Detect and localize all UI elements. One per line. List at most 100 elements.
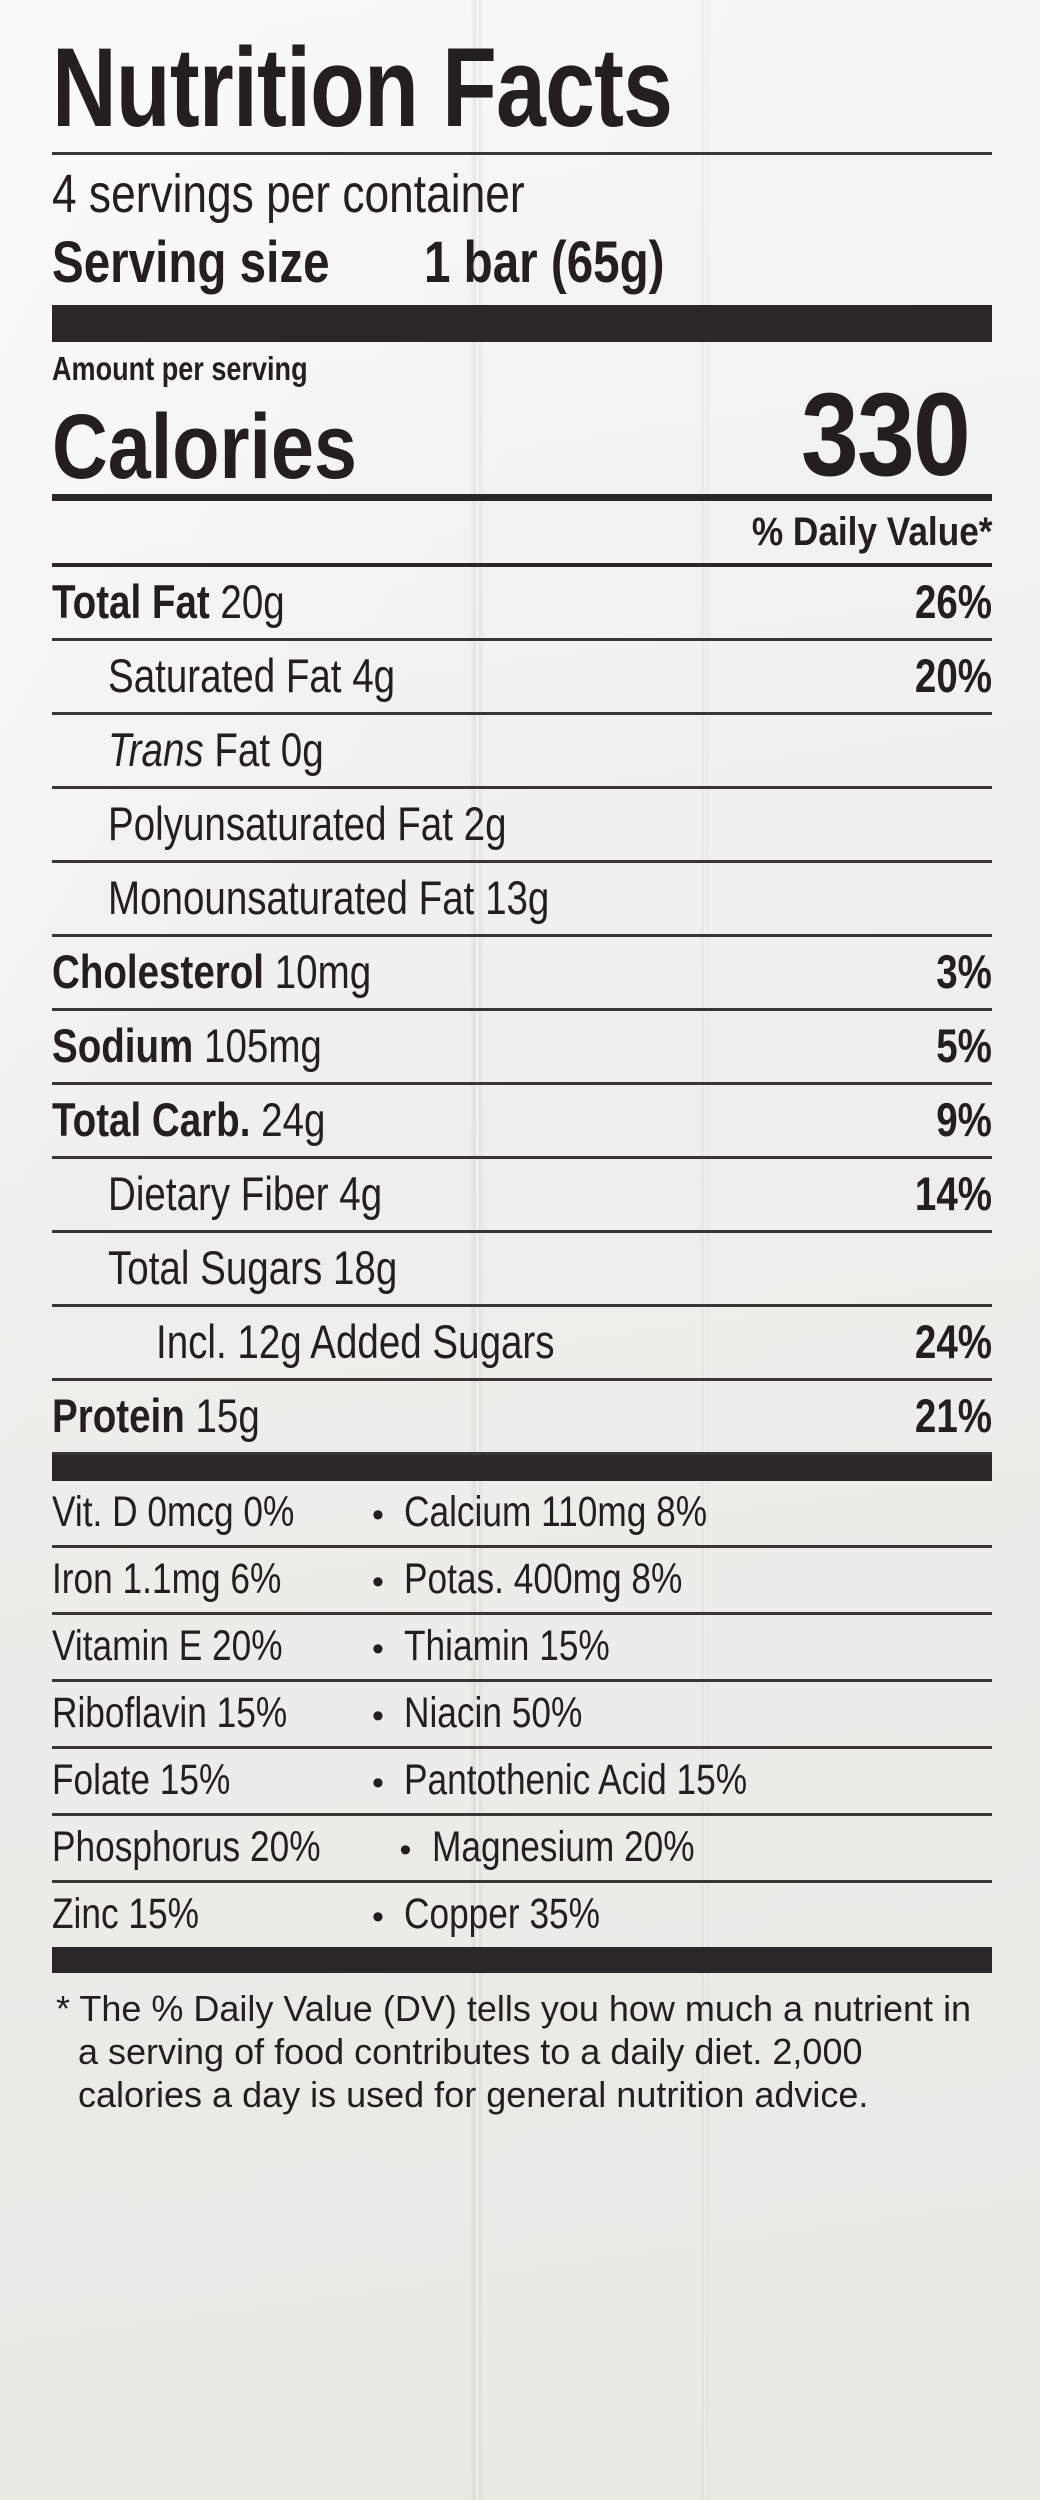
vitamin-row-rule — [52, 1746, 992, 1749]
nutrient-daily-value: 5% — [936, 1019, 992, 1072]
daily-value-header-text: % Daily Value* — [751, 510, 992, 554]
nutrient-row: Polyunsaturated Fat 2g — [52, 789, 992, 860]
nutrient-row-rule — [52, 1304, 992, 1307]
nutrient-label: Monounsaturated Fat — [108, 871, 475, 924]
nutrient-daily-value — [974, 874, 992, 921]
calories-label: Calories — [52, 396, 357, 499]
bullet-separator-icon: • — [372, 1898, 384, 1936]
vitamin-row: Zinc 15% • Copper 35% — [52, 1883, 992, 1947]
nutrient-amount: 2g — [452, 797, 507, 850]
nutrient-row: Saturated Fat 4g 20% — [52, 641, 992, 712]
nutrient-name-text: Total Fat 20g — [52, 578, 285, 625]
nutrient-row-rule — [52, 712, 992, 715]
vitamin-row: Phosphorus 20% • Magnesium 20% — [52, 1816, 992, 1880]
nutrient-name-text: Sodium 105mg — [52, 1022, 322, 1069]
vitamin-row: Vit. D 0mcg 0% • Calcium 110mg 8% — [52, 1481, 992, 1545]
nutrient-name-text: Monounsaturated Fat 13g — [108, 874, 549, 921]
rule-under-calories — [52, 494, 992, 501]
nutrient-amount: 10mg — [264, 945, 372, 998]
nutrient-amount: 13g — [474, 871, 550, 924]
nutrient-amount: Fat 0g — [203, 723, 324, 776]
nutrient-name: Protein 15g — [52, 1392, 880, 1439]
nutrient-daily-value: 20% — [914, 649, 992, 702]
nutrient-row-rule — [52, 934, 992, 937]
nutrient-label: Sodium — [52, 1019, 194, 1072]
nutrient-daily-value — [974, 726, 992, 773]
nutrient-name: Total Fat 20g — [52, 578, 880, 625]
nutrient-row-rule — [52, 786, 992, 789]
vitamin-row-rule — [52, 1679, 992, 1682]
nutrient-row: Incl. 12g Added Sugars 24% — [52, 1307, 992, 1378]
thick-rule-above-vitamins — [52, 1455, 992, 1481]
nutrient-label: Saturated Fat — [108, 649, 342, 702]
nutrient-name: Total Sugars 18g — [108, 1244, 974, 1291]
nutrient-daily-value: 21% — [914, 1389, 992, 1442]
vitamin-left-entry: Iron 1.1mg 6% — [52, 1555, 282, 1603]
bullet-separator-icon: • — [372, 1563, 384, 1601]
nutrient-name-text: Cholesterol 10mg — [52, 948, 371, 995]
nutrient-label: Protein — [52, 1389, 185, 1442]
nutrient-daily-value — [974, 800, 992, 847]
panel-title-text: Nutrition Facts — [52, 25, 673, 150]
nutrient-name: Total Carb. 24g — [52, 1096, 906, 1143]
nutrient-row: Total Carb. 24g 9% — [52, 1085, 992, 1156]
vitamin-left-entry: Folate 15% — [52, 1756, 231, 1804]
vitamin-right-entry: Pantothenic Acid 15% — [404, 1756, 748, 1804]
amount-per-serving-text: Amount per serving — [52, 350, 308, 387]
nutrient-name-text: Incl. 12g Added Sugars — [156, 1318, 555, 1365]
nutrient-row: Dietary Fiber 4g 14% — [52, 1159, 992, 1230]
nutrient-label: Incl. 12g Added Sugars — [156, 1315, 555, 1368]
calories-label-wrap: Calories — [52, 396, 415, 499]
vitamin-right-entry: Magnesium 20% — [431, 1823, 695, 1871]
nutrient-daily-value: 3% — [936, 945, 992, 998]
nutrient-name-text: Trans Fat 0g — [108, 726, 324, 773]
nutrient-name-text: Protein 15g — [52, 1392, 260, 1439]
vitamin-row: Folate 15% • Pantothenic Acid 15% — [52, 1749, 992, 1813]
nutrient-label: Total Fat — [52, 575, 210, 628]
vitamin-left-entry: Riboflavin 15% — [52, 1689, 288, 1737]
thick-rule-above-calories — [52, 305, 992, 342]
nutrient-label: Total Carb. — [52, 1093, 251, 1146]
serving-size-label: Serving size — [52, 230, 330, 295]
vitamin-right-entry: Calcium 110mg 8% — [404, 1488, 708, 1536]
nutrient-row: Sodium 105mg 5% — [52, 1011, 992, 1082]
vitamin-left-entry: Zinc 15% — [52, 1890, 199, 1938]
nutrient-amount: 15g — [184, 1389, 260, 1442]
vitamin-row: Vitamin E 20% • Thiamin 15% — [52, 1615, 992, 1679]
nutrient-row-rule — [52, 860, 992, 863]
nutrient-row-rule — [52, 638, 992, 641]
nutrient-row-rule — [52, 1082, 992, 1085]
nutrient-row: Trans Fat 0g — [52, 715, 992, 786]
nutrient-daily-value — [974, 1244, 992, 1291]
nutrient-row-rule — [52, 1230, 992, 1233]
nutrient-name: Polyunsaturated Fat 2g — [108, 800, 974, 847]
nutrient-name: Monounsaturated Fat 13g — [108, 874, 974, 921]
calories-value: 330 — [801, 369, 971, 502]
serving-size-label-wrap: Serving size — [52, 229, 390, 296]
servings-per-container-text: 4 servings per container — [52, 164, 525, 224]
nutrient-amount: 24g — [250, 1093, 326, 1146]
nutrition-facts-panel: Nutrition Facts 4 servings per container… — [52, 25, 992, 2117]
nutrient-daily-value: 26% — [914, 575, 992, 628]
nutrient-name-text: Saturated Fat 4g — [108, 652, 395, 699]
nutrient-row: Monounsaturated Fat 13g — [52, 863, 992, 934]
nutrient-name: Sodium 105mg — [52, 1022, 906, 1069]
nutrient-list: Total Fat 20g 26% Saturated Fat 4g 20% Trans… — [52, 567, 992, 1455]
bullet-separator-icon: • — [372, 1496, 384, 1534]
vitamin-left-entry: Phosphorus 20% — [52, 1823, 321, 1871]
nutrient-label: Cholesterol — [52, 945, 265, 998]
nutrient-name-text: Total Sugars 18g — [108, 1244, 397, 1291]
vitamin-left-entry: Vit. D 0mcg 0% — [52, 1488, 295, 1536]
vitamin-row-rule — [52, 1813, 992, 1816]
rule-under-dv-header — [52, 563, 992, 567]
nutrient-label: Dietary Fiber — [108, 1167, 329, 1220]
nutrient-label: Trans — [108, 723, 204, 776]
nutrient-row-rule — [52, 1378, 992, 1381]
nutrient-amount: 4g — [341, 649, 396, 702]
vitamin-right-entry: Copper 35% — [404, 1890, 601, 1938]
nutrient-row: Protein 15g 21% — [52, 1381, 992, 1452]
nutrient-row-rule — [52, 1156, 992, 1159]
bullet-separator-icon: • — [372, 1764, 384, 1802]
nutrient-amount: 105mg — [193, 1019, 322, 1072]
